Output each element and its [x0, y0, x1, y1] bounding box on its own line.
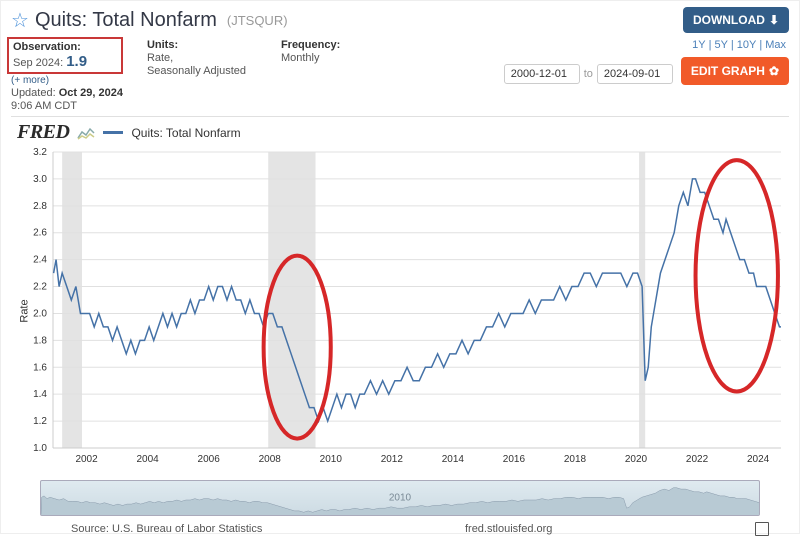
svg-text:2006: 2006 [198, 454, 221, 465]
range-1y[interactable]: 1Y [689, 39, 708, 51]
range-max[interactable]: Max [762, 39, 789, 51]
favorite-star-icon[interactable]: ☆ [11, 8, 29, 33]
svg-text:2.8: 2.8 [33, 201, 47, 212]
svg-text:1.4: 1.4 [33, 389, 47, 400]
svg-text:2.6: 2.6 [33, 228, 47, 239]
svg-text:2014: 2014 [442, 454, 465, 465]
site-label: fred.stlouisfed.org [465, 523, 552, 535]
svg-text:3.0: 3.0 [33, 174, 47, 185]
meta-row: Observation: Sep 2024: 1.9 (+ more) Upda… [1, 37, 799, 116]
svg-text:3.2: 3.2 [33, 147, 47, 158]
observation-date: Sep 2024: [13, 57, 63, 69]
units-col: Units: Rate, Seasonally Adjusted [147, 39, 257, 112]
download-label: DOWNLOAD [693, 13, 765, 27]
series-code: (JTSQUR) [227, 13, 288, 28]
fred-bar: FRED Quits: Total Nonfarm [11, 116, 789, 146]
navigator-mid-label: 2010 [389, 493, 411, 504]
frequency-label: Frequency: [281, 39, 391, 51]
legend-line-icon [103, 131, 123, 134]
range-10y[interactable]: 10Y [734, 39, 760, 51]
date-inputs: to [504, 64, 673, 84]
edit-graph-label: EDIT GRAPH [691, 64, 765, 78]
units-val1: Rate, [147, 52, 257, 64]
units-label: Units: [147, 39, 257, 51]
svg-text:2004: 2004 [136, 454, 159, 465]
updated-date: Oct 29, 2024 [59, 87, 123, 99]
frequency-val: Monthly [281, 52, 391, 64]
observation-value-row: Sep 2024: 1.9 [13, 53, 115, 70]
svg-text:2012: 2012 [381, 454, 404, 465]
edit-graph-button[interactable]: EDIT GRAPH ✿ [681, 57, 789, 85]
date-from-input[interactable] [504, 64, 580, 84]
range-5y[interactable]: 5Y [711, 39, 730, 51]
right-controls: 1Y | 5Y | 10Y | Max to EDIT GRAPH ✿ [504, 39, 789, 112]
svg-text:2.2: 2.2 [33, 282, 47, 293]
svg-text:2024: 2024 [747, 454, 770, 465]
units-val2: Seasonally Adjusted [147, 65, 257, 77]
header-row: ☆ Quits: Total Nonfarm (JTSQUR) DOWNLOAD… [1, 1, 799, 37]
svg-text:1.8: 1.8 [33, 335, 47, 346]
svg-text:2016: 2016 [503, 454, 526, 465]
observation-col: Observation: Sep 2024: 1.9 (+ more) Upda… [11, 39, 123, 112]
to-label: to [584, 68, 593, 80]
observation-label: Observation: [13, 41, 115, 53]
updated-row: Updated: Oct 29, 2024 [11, 87, 123, 99]
svg-text:2022: 2022 [686, 454, 709, 465]
gear-icon: ✿ [769, 64, 779, 78]
download-icon: ⬇ [769, 13, 779, 27]
observation-value: 1.9 [66, 53, 87, 70]
range-links: 1Y | 5Y | 10Y | Max [689, 39, 789, 51]
svg-text:2010: 2010 [320, 454, 343, 465]
observation-highlight-box: Observation: Sep 2024: 1.9 [7, 37, 123, 74]
updated-label: Updated: [11, 87, 56, 99]
date-to-input[interactable] [597, 64, 673, 84]
fred-logo: FRED [17, 121, 69, 144]
source-label: Source: U.S. Bureau of Labor Statistics [71, 523, 262, 535]
more-link[interactable]: (+ more) [11, 75, 123, 86]
download-button[interactable]: DOWNLOAD ⬇ [683, 7, 789, 33]
chart-svg[interactable]: 1.0 1.2 1.4 1.6 1.8 2.0 2.2 2.4 2.6 2.8 3.0 3.2 2002… [11, 146, 789, 476]
chart-area: FRED Quits: Total Nonfarm Rate 1.01.21.4… [11, 116, 789, 544]
navigator[interactable]: 2010 [40, 480, 760, 516]
svg-text:2020: 2020 [625, 454, 648, 465]
svg-text:1.2: 1.2 [33, 416, 47, 427]
frequency-col: Frequency: Monthly [281, 39, 391, 112]
svg-text:2002: 2002 [75, 454, 98, 465]
title-wrap: ☆ Quits: Total Nonfarm (JTSQUR) [11, 8, 288, 33]
chart-footer: Source: U.S. Bureau of Labor Statistics … [11, 516, 789, 544]
plot-wrap: Rate 1.01.21.41.61.82.02.22.42.62.83.03.… [11, 146, 789, 476]
svg-text:1.0: 1.0 [33, 443, 47, 454]
svg-text:2008: 2008 [259, 454, 282, 465]
svg-text:2018: 2018 [564, 454, 587, 465]
svg-text:2.4: 2.4 [33, 255, 47, 266]
updated-time: 9:06 AM CDT [11, 100, 123, 112]
svg-text:2.0: 2.0 [33, 308, 47, 319]
series-title: Quits: Total Nonfarm [35, 9, 217, 32]
fred-chart-icon [77, 126, 95, 140]
svg-text:1.6: 1.6 [33, 362, 47, 373]
legend-label: Quits: Total Nonfarm [131, 126, 240, 140]
date-edit-row: to EDIT GRAPH ✿ [504, 57, 789, 85]
